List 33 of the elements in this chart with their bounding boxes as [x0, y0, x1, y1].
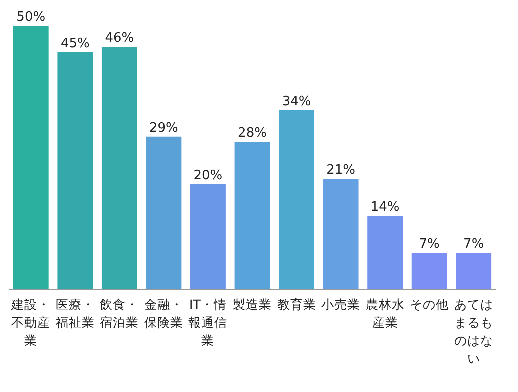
x-tick-label: あてはまるものはない — [454, 296, 494, 368]
data-label: 21% — [326, 163, 356, 178]
bar — [190, 184, 226, 290]
data-label: 20% — [194, 168, 223, 184]
bar — [146, 136, 182, 290]
x-tick-label: 建設・不動産業 — [11, 296, 51, 350]
bar — [368, 216, 404, 290]
x-tick-label: 製造業 — [232, 296, 272, 314]
x-tick-label: 小売業 — [321, 296, 361, 314]
bar — [412, 253, 448, 290]
data-label: 7% — [419, 237, 440, 252]
bar — [323, 179, 359, 290]
x-tick-label: 教育業 — [277, 296, 316, 314]
data-label: 28% — [238, 126, 267, 142]
x-tick-label: その他 — [410, 296, 450, 314]
x-tick-label: 飲食・宿泊業 — [100, 296, 140, 332]
x-tick-label: 農林水産業 — [366, 296, 405, 332]
data-label: 50% — [16, 10, 46, 25]
data-label: 45% — [60, 36, 90, 52]
bar — [234, 142, 270, 290]
bar — [279, 110, 314, 290]
data-label: 34% — [282, 94, 312, 110]
data-label: 29% — [150, 120, 178, 136]
bar — [13, 26, 49, 290]
bar — [58, 52, 94, 290]
x-tick-label: 金融・保険業 — [144, 296, 184, 332]
bar — [456, 253, 492, 290]
data-label: 46% — [105, 31, 134, 46]
x-tick-label: 医療・福祉業 — [56, 296, 96, 332]
bar — [102, 47, 138, 290]
data-label: 14% — [370, 200, 400, 216]
data-label: 7% — [464, 237, 484, 252]
x-tick-label: IT・情報通信業 — [188, 296, 228, 350]
